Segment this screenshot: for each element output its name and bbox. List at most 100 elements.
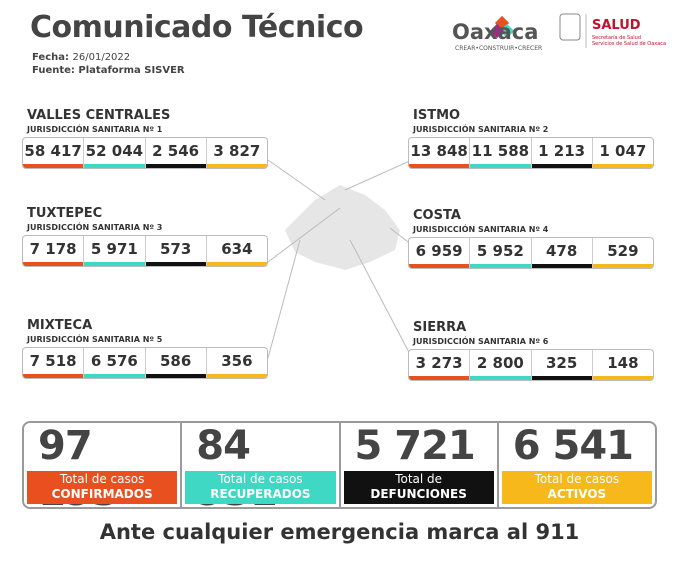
region-jurisdiction: JURISDICCIÓN SANITARIA Nº 6 — [413, 337, 549, 346]
color-bar — [145, 262, 206, 266]
salud-sub2: Servicios de Salud de Oaxaca — [592, 41, 667, 47]
total: 5 721 Total de DEFUNCIONES — [341, 423, 499, 507]
region-value: 586 — [145, 348, 207, 378]
region-value: 2 546 — [145, 138, 207, 168]
region-values: 7 178 5 971 573 634 — [22, 235, 268, 267]
region-value: 5 952 — [470, 238, 532, 268]
region-jurisdiction: JURISDICCIÓN SANITARIA Nº 2 — [413, 125, 549, 134]
region-value: 52 044 — [84, 138, 146, 168]
color-bar — [470, 264, 531, 268]
region-value: 634 — [206, 236, 267, 266]
color-bar — [206, 374, 267, 378]
region-value: 58 417 — [23, 138, 85, 168]
region-value: 325 — [531, 350, 593, 380]
color-bar — [145, 374, 206, 378]
total-label-bottom: CONFIRMADOS — [51, 487, 153, 501]
region-name: SIERRA — [413, 320, 467, 335]
date-line: Fecha: 26/01/2022 — [32, 52, 130, 63]
oaxaca-map — [285, 185, 400, 270]
oaxaca-tagline: CREAR•CONSTRUIR•CRECER — [455, 45, 543, 52]
region-name: MIXTECA — [27, 318, 93, 333]
region-value: 7 518 — [23, 348, 85, 378]
region-value: 6 959 — [409, 238, 471, 268]
region-value: 529 — [592, 238, 653, 268]
region-value: 478 — [531, 238, 593, 268]
region-value: 148 — [592, 350, 653, 380]
region-jurisdiction: JURISDICCIÓN SANITARIA Nº 4 — [413, 225, 549, 234]
color-bar — [23, 262, 84, 266]
region-values: 13 848 11 588 1 213 1 047 — [408, 137, 654, 169]
color-bar — [409, 264, 470, 268]
color-bar — [592, 164, 653, 168]
title: Comunicado Técnico — [30, 10, 364, 45]
color-bar — [23, 164, 84, 168]
total-value: 6 541 — [512, 423, 634, 469]
color-bar — [206, 164, 267, 168]
date: 26/01/2022 — [72, 52, 131, 63]
region-name: ISTMO — [413, 108, 461, 123]
total-label-top: Total de — [395, 472, 443, 486]
color-bar — [84, 262, 145, 266]
total-label-top: Total de casos — [59, 472, 145, 486]
color-bar — [145, 164, 206, 168]
region-value: 2 800 — [470, 350, 532, 380]
salud-sub: Secretaría de Salud — [592, 35, 641, 41]
region-values: 6 959 5 952 478 529 — [408, 237, 654, 269]
region-value: 1 213 — [531, 138, 593, 168]
date-label: Fecha: — [32, 52, 70, 63]
total-label: Total de casos CONFIRMADOS — [27, 471, 178, 504]
source-line: Fuente: Plataforma SISVER — [32, 65, 185, 76]
region-value: 13 848 — [409, 138, 471, 168]
region-jurisdiction: JURISDICCIÓN SANITARIA Nº 1 — [27, 125, 163, 134]
region-jurisdiction: JURISDICCIÓN SANITARIA Nº 5 — [27, 335, 163, 344]
region-values: 58 417 52 044 2 546 3 827 — [22, 137, 268, 169]
color-bar — [23, 374, 84, 378]
color-bar — [84, 374, 145, 378]
region-jurisdiction: JURISDICCIÓN SANITARIA Nº 3 — [27, 223, 163, 232]
total-label-bottom: DEFUNCIONES — [370, 487, 467, 501]
region-name: TUXTEPEC — [27, 206, 103, 221]
color-bar — [409, 164, 470, 168]
color-bar — [531, 264, 592, 268]
color-bar — [592, 264, 653, 268]
source-label: Fuente: — [32, 65, 75, 76]
source: Plataforma SISVER — [78, 65, 185, 76]
total-label-top: Total de casos — [218, 472, 303, 486]
region-name: COSTA — [413, 208, 461, 223]
color-bar — [470, 164, 531, 168]
color-bar — [531, 376, 592, 380]
oaxaca-logo — [489, 15, 515, 39]
region-value: 6 576 — [84, 348, 146, 378]
footer: Ante cualquier emergencia marca al 911 — [99, 520, 580, 544]
color-bar — [531, 164, 592, 168]
color-bar — [470, 376, 531, 380]
region-value: 573 — [145, 236, 207, 266]
total-label-top: Total de casos — [534, 472, 620, 486]
oaxaca-wordmark: Oaxaca — [452, 20, 539, 44]
total-value: 5 721 — [354, 423, 476, 469]
region-value: 1 047 — [592, 138, 653, 168]
total-label-bottom: ACTIVOS — [547, 487, 607, 501]
total-label: Total de casos RECUPERADOS — [185, 471, 336, 504]
color-bar — [409, 376, 470, 380]
region-name: VALLES CENTRALES — [27, 108, 171, 123]
region-values: 3 273 2 800 325 148 — [408, 349, 654, 381]
color-bar — [84, 164, 145, 168]
region-value: 3 827 — [206, 138, 267, 168]
region-values: 7 518 6 576 586 356 — [22, 347, 268, 379]
salud-wordmark: SALUD — [592, 18, 641, 33]
region-value: 11 588 — [470, 138, 532, 168]
color-bar — [206, 262, 267, 266]
total: 6 541 Total de casos ACTIVOS — [499, 423, 655, 507]
region-value: 356 — [206, 348, 267, 378]
total-label: Total de DEFUNCIONES — [343, 471, 494, 504]
region-value: 3 273 — [409, 350, 471, 380]
region-value: 5 971 — [84, 236, 146, 266]
region-value: 7 178 — [23, 236, 85, 266]
total-label: Total de casos ACTIVOS — [501, 471, 652, 504]
